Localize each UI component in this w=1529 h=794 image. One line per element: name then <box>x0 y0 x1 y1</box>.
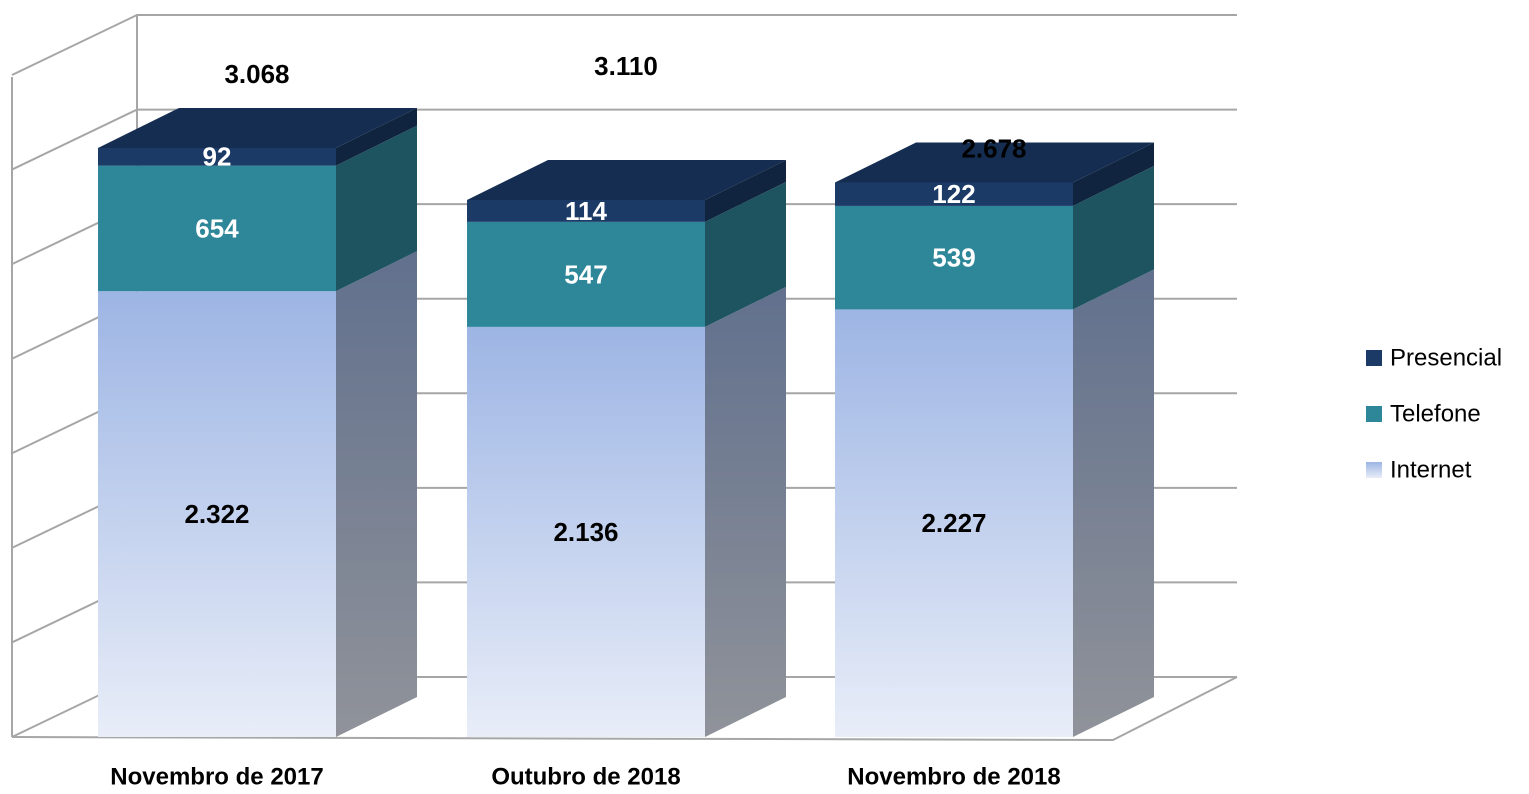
legend-label: Internet <box>1390 456 1472 483</box>
grid-line <box>11 108 1237 171</box>
bar-side <box>705 181 786 327</box>
bar-segment <box>98 291 336 737</box>
x-tick-label: Novembro de 2017 <box>110 763 323 790</box>
bar-top <box>98 107 417 148</box>
data-label: 547 <box>564 259 607 289</box>
bar-side <box>336 125 417 292</box>
x-tick-label: Novembro de 2018 <box>847 763 1060 790</box>
bar-side <box>336 107 417 166</box>
data-label: 2.322 <box>184 499 249 529</box>
data-label: 92 <box>203 142 232 172</box>
bar-segment <box>98 165 336 292</box>
data-label: 122 <box>932 179 975 209</box>
data-label: 2.227 <box>921 508 986 538</box>
data-label: 539 <box>932 243 975 273</box>
bar-segment <box>835 309 1073 737</box>
total-label: 3.110 <box>594 51 658 81</box>
total-label: 3.068 <box>224 59 289 89</box>
bar-side <box>705 159 786 222</box>
data-label: 114 <box>565 196 607 226</box>
bar-top <box>835 142 1154 183</box>
x-tick-label: Outubro de 2018 <box>491 763 680 790</box>
total-label: 2.678 <box>961 134 1026 164</box>
bar-top <box>467 159 786 200</box>
bar-segment <box>467 199 705 222</box>
bar-segment <box>835 205 1073 310</box>
data-label: 2.136 <box>553 517 618 547</box>
bar-segment <box>467 326 705 737</box>
bar-side <box>1073 142 1154 206</box>
legend-label: Telefone <box>1390 400 1481 427</box>
legend-label: Presencial <box>1390 344 1502 371</box>
data-label: 654 <box>195 213 239 243</box>
legend-swatch <box>1366 462 1382 478</box>
bar-side <box>705 286 786 737</box>
bar-side <box>1073 165 1154 310</box>
bar-segment <box>98 147 336 166</box>
legend-swatch <box>1366 350 1382 366</box>
legend-swatch <box>1366 406 1382 422</box>
floor-edge <box>11 676 1238 742</box>
bar-segment <box>467 221 705 327</box>
bar-side <box>336 251 417 737</box>
bar-side <box>1073 269 1154 737</box>
bar-segment <box>835 182 1073 206</box>
grid-line <box>11 14 1237 76</box>
